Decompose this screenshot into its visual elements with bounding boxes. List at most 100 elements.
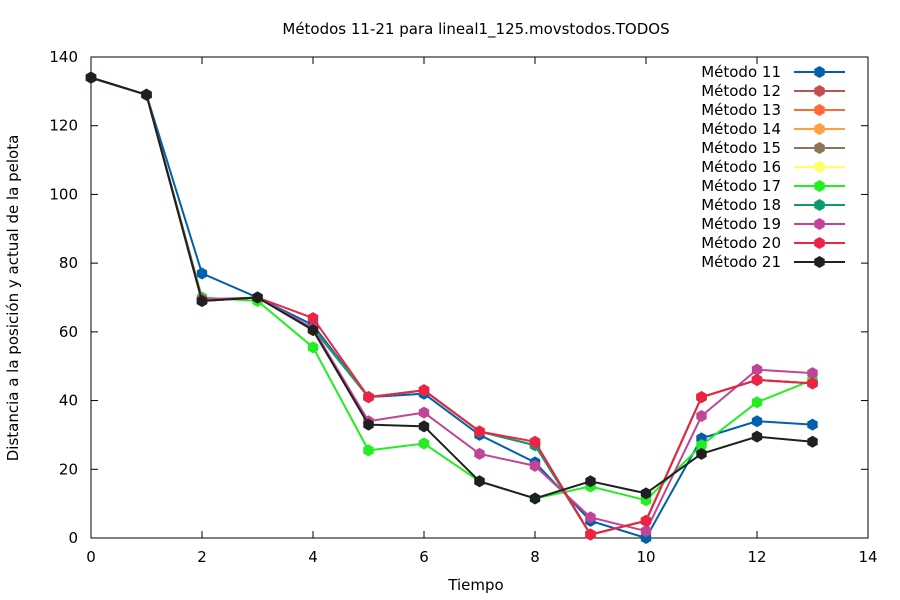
legend-label: Método 13 (701, 101, 781, 119)
y-tick-label: 0 (68, 529, 78, 547)
x-axis-label: Tiempo (447, 576, 503, 594)
series-layer (85, 71, 818, 544)
series-line (90, 76, 813, 500)
data-point (196, 267, 208, 280)
legend-marker (814, 237, 825, 249)
data-point (418, 437, 430, 450)
y-tick-label: 20 (59, 460, 78, 478)
legend-marker (814, 85, 825, 97)
x-tick-label: 10 (636, 548, 655, 566)
x-tick-label: 4 (308, 548, 318, 566)
legend-item: Método 18 (701, 196, 845, 214)
y-tick-label: 100 (49, 185, 78, 203)
data-point (196, 294, 208, 307)
data-point (807, 367, 818, 380)
data-point (640, 514, 652, 527)
data-point (751, 430, 763, 443)
legend-label: Método 20 (701, 234, 781, 252)
data-point (751, 396, 763, 409)
legend-marker (814, 161, 825, 173)
legend-label: Método 19 (701, 215, 781, 233)
data-point (529, 435, 541, 448)
data-point (474, 475, 485, 488)
legend-label: Método 14 (701, 120, 781, 138)
data-point (363, 418, 374, 431)
data-point (252, 291, 263, 304)
legend-item: Método 19 (701, 215, 845, 233)
legend-label: Método 15 (701, 139, 781, 157)
legend-label: Método 16 (701, 158, 781, 176)
data-point (307, 312, 319, 325)
x-tick-label: 14 (858, 548, 877, 566)
y-axis-label: Distancia a la posición y actual de la p… (4, 135, 22, 462)
legend-marker (814, 104, 825, 116)
data-point (529, 492, 541, 505)
x-tick-label: 6 (419, 548, 429, 566)
data-point (85, 71, 97, 84)
data-point (807, 435, 818, 448)
y-tick-label: 80 (59, 254, 78, 272)
legend-item: Método 13 (701, 101, 845, 119)
data-point (751, 363, 763, 376)
data-point (141, 88, 152, 101)
legend-item: Método 11 (701, 63, 845, 81)
data-point (418, 406, 430, 419)
legend-item: Método 20 (701, 234, 845, 252)
legend-marker (814, 66, 825, 78)
legend-item: Método 21 (701, 253, 845, 271)
data-point (696, 410, 707, 423)
chart-title: Métodos 11-21 para lineal1_125.movstodos… (282, 20, 669, 39)
x-tick-label: 2 (197, 548, 207, 566)
legend-item: Método 14 (701, 120, 845, 138)
legend-item: Método 16 (701, 158, 845, 176)
data-point (585, 475, 596, 488)
y-tick-label: 40 (59, 392, 78, 410)
data-point (418, 384, 430, 397)
data-point (696, 447, 707, 460)
legend-marker (814, 123, 825, 135)
y-tick-label: 60 (59, 323, 78, 341)
y-tick-label: 140 (49, 48, 78, 66)
legend-marker (814, 256, 825, 268)
legend-item: Método 12 (701, 82, 845, 100)
x-tick-label: 8 (530, 548, 540, 566)
data-point (696, 391, 707, 404)
data-point (640, 525, 652, 538)
legend-item: Método 17 (701, 177, 845, 195)
data-point (807, 418, 818, 431)
legend-label: Método 18 (701, 196, 781, 214)
data-point (529, 459, 541, 472)
legend-marker (814, 142, 825, 154)
legend-item: Método 15 (701, 139, 845, 157)
x-tick-label: 12 (747, 548, 766, 566)
data-point (307, 324, 319, 337)
data-point (363, 444, 374, 457)
legend-marker (814, 218, 825, 230)
x-tick-label: 0 (86, 548, 96, 566)
data-point (585, 528, 596, 541)
data-point (751, 373, 763, 386)
y-tick-label: 120 (49, 117, 78, 135)
data-point (751, 415, 763, 428)
data-point (363, 391, 374, 404)
data-point (807, 377, 818, 390)
legend-label: Método 21 (701, 253, 781, 271)
data-point (585, 511, 596, 524)
plot-frame (90, 56, 869, 539)
data-point (418, 420, 430, 433)
series-line (90, 76, 813, 533)
data-point (474, 425, 485, 438)
legend-label: Método 17 (701, 177, 781, 195)
data-point (307, 341, 319, 354)
data-point (474, 447, 485, 460)
legend-marker (814, 199, 825, 211)
legend-marker (814, 180, 825, 192)
series-21 (85, 71, 818, 505)
legend-label: Método 12 (701, 82, 781, 100)
data-point (696, 439, 707, 452)
legend-label: Método 11 (701, 63, 781, 81)
data-point (640, 487, 652, 500)
